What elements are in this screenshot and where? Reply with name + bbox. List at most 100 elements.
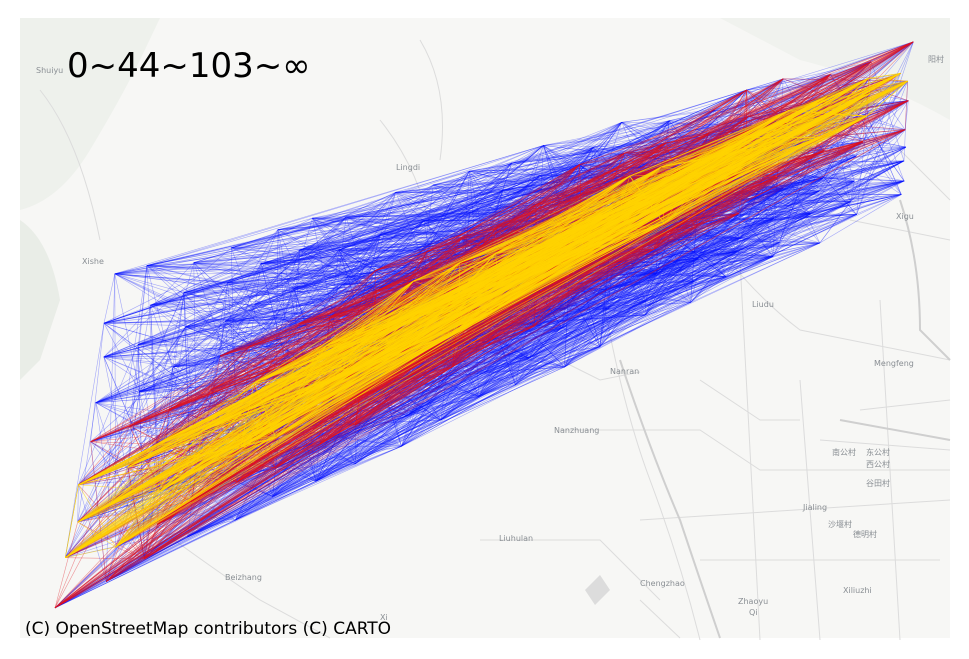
flow-line-low [401,186,740,447]
flow-line-low [225,184,434,322]
flow-line-low [77,345,251,523]
flow-line-low [433,110,789,186]
flow-line-low [54,341,489,609]
place-label-xigu: Xigu [896,212,914,221]
flow-line-low [225,216,347,322]
flow-line-low [115,415,408,548]
flow-line-low [900,41,914,74]
flow-line-low [106,263,262,582]
flow-line-low [569,141,864,278]
flow-line-low [299,253,496,324]
flow-line-low [561,129,906,329]
flow-line-low [613,236,695,282]
flow-line-low [423,194,663,221]
flow-line-low [114,180,855,275]
flow-line-low [338,41,914,251]
flow-line-low [299,194,902,324]
flow-line-low [609,194,902,256]
flow-line-low [65,463,356,558]
flow-line-low [621,80,908,123]
flow-line-low [819,137,857,157]
flow-line-low [160,326,535,492]
flow-line-low [469,89,747,213]
flow-line-low [433,120,670,186]
flow-line-low [738,213,774,257]
flow-line-low [515,180,855,385]
flow-line-low [355,188,784,465]
flow-line-low [440,255,610,421]
flow-line-low [274,302,691,469]
flow-line-low [607,300,646,310]
flow-line-low [818,155,857,192]
flow-line-low [183,282,228,293]
flow-line-low [193,207,621,263]
flow-line-low [193,262,294,289]
flow-line-low [173,226,498,368]
flow-line-low [694,180,855,228]
flow-line-low [653,249,774,257]
flow-line-low [469,73,901,213]
flow-line-low [866,115,902,195]
flow-line-low [693,93,871,282]
flow-line-low [338,249,427,252]
flow-line-low [78,326,186,485]
flow-line-low [169,216,347,410]
flow-line-low [156,263,262,445]
flow-line-low [231,78,784,249]
flow-line-low [103,164,580,358]
place-label-liuhulan: Liuhulan [499,534,533,543]
flow-line-low [139,389,211,392]
flow-line-low [54,481,317,609]
place-label-qi: Qi [749,608,758,617]
flow-line-low [196,177,824,467]
flow-line-low [621,122,702,161]
flow-line-low [690,242,820,303]
flow-line-low [103,273,116,324]
flow-line-low [183,292,530,359]
flow-line-low [193,41,914,263]
flow-line-low [275,242,820,438]
flow-line-low [406,341,489,417]
flow-line-low [146,217,313,266]
flow-line-low [106,496,273,582]
flow-line-low [78,220,424,486]
flow-line-low [78,344,139,485]
flow-line-low [653,242,820,250]
flow-line-low [408,160,905,377]
flow-line-low [139,89,747,392]
flow-line-low [78,484,107,582]
flow-line-low [823,177,905,182]
flow-line-low [54,180,855,609]
flow-line-low [748,61,872,117]
flow-line-low [220,175,630,357]
flow-line-low [533,258,699,327]
flow-line-low [183,204,536,293]
flow-line-low [103,175,540,324]
flow-line-low [856,81,908,157]
flow-line-low [106,190,819,582]
map-attribution: (C) OpenStreetMap contributors (C) CARTO [25,619,391,639]
flow-line-low [338,120,670,251]
flow-line-low [355,100,909,465]
flow-line-low [740,177,824,239]
flow-line-low [129,317,330,427]
flow-line-low [103,322,317,482]
flow-line-low [103,243,542,358]
flow-line-low [469,116,749,172]
flow-line-low [312,180,855,219]
flow-line-low [461,152,625,239]
flow-line-low [564,346,601,368]
flow-line-low [156,366,174,445]
flow-line-low [210,251,428,390]
flow-line-low [77,249,301,523]
flow-line-low [408,141,864,377]
flow-line-low [665,78,869,144]
flow-line-low [185,326,297,368]
flow-line-low [413,109,715,282]
flow-line-low [772,213,811,257]
flow-line-low [274,242,780,469]
flow-line-low [326,237,462,346]
flow-line-low [299,249,377,291]
flow-line-low [607,41,914,310]
